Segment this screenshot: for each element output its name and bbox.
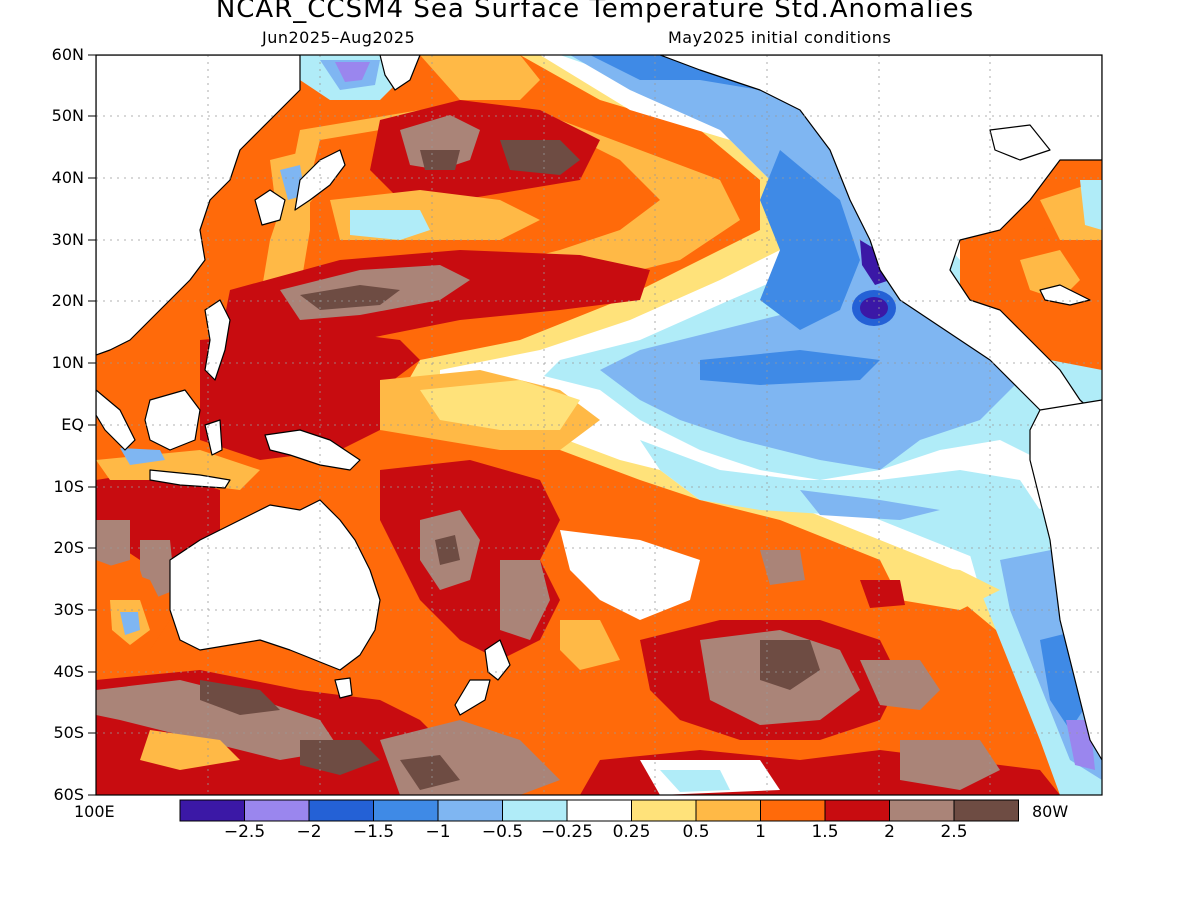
lat-ticks [88,54,96,796]
colorbar-swatch [373,799,439,822]
colorbar-tick-label: −2 [296,822,322,842]
colorbar-tick-label: −1 [425,822,451,842]
colorbar-tick-label: −2.5 [223,822,266,842]
japan-landmass [294,149,346,211]
australia-landmass [169,499,381,671]
colorbar-swatch [760,799,826,822]
lat-label-20s: 20S [53,538,84,557]
colorbar-swatch [953,799,1019,822]
lat-label-40n: 40N [51,168,84,187]
colorbar-swatch [308,799,374,822]
forecast-period: Jun2025–Aug2025 [262,28,416,47]
lat-label-60s: 60S [53,785,84,804]
colorbar-tick-label: 1 [755,822,766,842]
lat-label-50s: 50S [53,723,84,742]
colorbar-tick-label: 2.5 [940,822,968,842]
new-zealand-north-landmass [484,639,511,681]
colorbar-swatch [889,799,955,822]
north-america-landmass [659,55,1102,441]
colorbar-swatch [695,799,761,822]
borneo-landmass [144,389,201,451]
colorbar-tick-label: −0.5 [481,822,524,842]
lat-label-60n: 60N [51,45,84,64]
lat-label-30s: 30S [53,600,84,619]
lon-label-left: 100E [74,802,115,821]
new-guinea-landmass [264,429,361,471]
initial-conditions: May2025 initial conditions [668,28,892,47]
lat-label-10s: 10S [53,477,84,496]
java-landmass [149,469,231,489]
graticule [96,55,1102,795]
colorbar-swatch [502,799,568,822]
land-masses [96,55,1102,761]
colorbar-swatch [631,799,697,822]
lat-label-30n: 30N [51,230,84,249]
map-title: NCAR_CCSM4 Sea Surface Temperature Std.A… [215,0,975,24]
sumatra-landmass [96,389,136,451]
colorbar [179,799,1019,822]
colorbar-tick-label: −0.25 [540,822,594,842]
new-zealand-south-landmass [454,679,491,716]
colorbar-tick-label: 1.5 [811,822,839,842]
great-lakes-region [989,124,1051,161]
lat-label-40s: 40S [53,662,84,681]
lat-label-20n: 20N [51,291,84,310]
sulawesi-landmass [204,419,223,456]
colorbar-tick-label: 0.25 [612,822,651,842]
colorbar-swatch [179,799,245,822]
lat-label-10n: 10N [51,353,84,372]
colorbar-tick-label: 2 [884,822,895,842]
kamchatka-landmass [379,55,421,91]
colorbar-swatch [244,799,310,822]
korea-landmass [254,189,286,226]
south-america-landmass [1029,399,1102,761]
tasmania-landmass [334,677,353,699]
lat-label-eq: EQ [61,415,84,434]
lon-label-right: 80W [1032,802,1069,821]
colorbar-swatch [437,799,503,822]
cuba-landmass [1039,284,1091,306]
colorbar-swatch [566,799,632,822]
colorbar-tick-label: −1.5 [352,822,395,842]
colorbar-tick-label: 0.5 [682,822,710,842]
colorbar-swatch [824,799,890,822]
lat-label-50n: 50N [51,106,84,125]
asia-landmass [96,55,301,356]
philippines-landmass [204,299,231,381]
